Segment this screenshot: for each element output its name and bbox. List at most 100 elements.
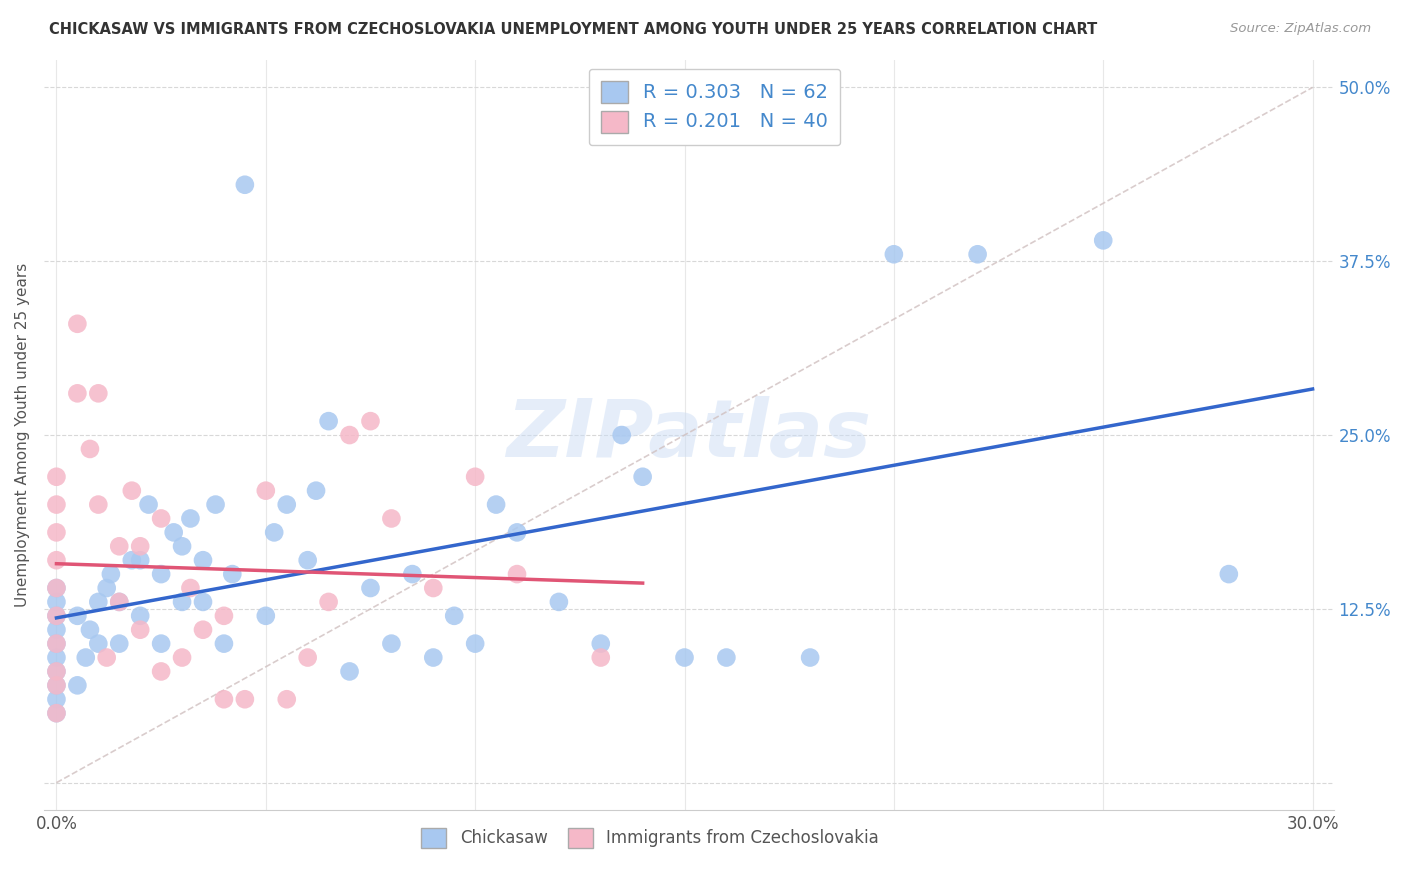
Point (150, 567, 173, 582)
Point (276, 692, 298, 706)
Point (464, 637, 486, 651)
Point (45, 581, 67, 595)
Point (966, 247, 988, 261)
Point (138, 498, 160, 512)
Point (108, 637, 131, 651)
Point (45, 595, 67, 609)
Point (548, 595, 571, 609)
Point (179, 581, 201, 595)
Point (108, 595, 131, 609)
Point (87, 498, 110, 512)
Point (233, 178, 256, 192)
Point (75, 650, 97, 665)
Point (45, 525, 67, 540)
Point (883, 247, 905, 261)
Point (163, 525, 186, 540)
Point (443, 608, 465, 623)
Point (87, 386, 110, 401)
Point (87, 637, 110, 651)
Point (254, 483, 277, 498)
Point (66, 386, 89, 401)
Point (121, 483, 143, 498)
Point (45, 706, 67, 721)
Text: ZIPatlas: ZIPatlas (506, 396, 872, 474)
Point (673, 650, 696, 665)
Point (212, 608, 235, 623)
Point (221, 567, 243, 582)
Point (45, 665, 67, 679)
Point (716, 650, 738, 665)
Point (212, 692, 235, 706)
Point (150, 511, 173, 525)
Point (254, 608, 277, 623)
Point (45, 581, 67, 595)
Point (108, 539, 131, 553)
Point (297, 650, 319, 665)
Point (1092, 233, 1115, 247)
Point (129, 539, 152, 553)
Point (631, 469, 654, 483)
Point (45, 692, 67, 706)
Point (305, 483, 328, 498)
Point (422, 581, 444, 595)
Legend: Chickasaw, Immigrants from Czechoslovakia: Chickasaw, Immigrants from Czechoslovaki… (415, 821, 886, 855)
Point (87, 595, 110, 609)
Point (45, 706, 67, 721)
Point (45, 678, 67, 692)
Point (170, 539, 193, 553)
Point (45, 678, 67, 692)
Text: Source: ZipAtlas.com: Source: ZipAtlas.com (1230, 22, 1371, 36)
Point (170, 595, 193, 609)
Point (506, 525, 529, 540)
Point (150, 637, 173, 651)
Point (380, 637, 402, 651)
Point (96, 650, 118, 665)
Point (100, 567, 122, 582)
Text: CHICKASAW VS IMMIGRANTS FROM CZECHOSLOVAKIA UNEMPLOYMENT AMONG YOUTH UNDER 25 YE: CHICKASAW VS IMMIGRANTS FROM CZECHOSLOVA… (49, 22, 1098, 37)
Point (360, 414, 382, 428)
Point (339, 665, 361, 679)
Point (45, 608, 67, 623)
Point (191, 623, 214, 637)
Point (45, 637, 67, 651)
Point (360, 581, 382, 595)
Point (45, 553, 67, 567)
Point (589, 637, 612, 651)
Point (45, 498, 67, 512)
Point (233, 692, 256, 706)
Point (129, 623, 152, 637)
Point (45, 650, 67, 665)
Point (121, 553, 143, 567)
Point (380, 511, 402, 525)
Point (318, 595, 340, 609)
Point (129, 553, 152, 567)
Point (45, 608, 67, 623)
Point (589, 650, 612, 665)
Point (108, 595, 131, 609)
Point (66, 678, 89, 692)
Point (96, 581, 118, 595)
Point (422, 650, 444, 665)
Point (79, 442, 101, 456)
Point (212, 637, 235, 651)
Y-axis label: Unemployment Among Youth under 25 years: Unemployment Among Youth under 25 years (15, 263, 30, 607)
Point (276, 498, 298, 512)
Point (66, 608, 89, 623)
Point (79, 623, 101, 637)
Point (66, 317, 89, 331)
Point (485, 498, 508, 512)
Point (191, 553, 214, 567)
Point (170, 650, 193, 665)
Point (45, 469, 67, 483)
Point (179, 511, 201, 525)
Point (263, 525, 285, 540)
Point (464, 469, 486, 483)
Point (204, 498, 226, 512)
Point (45, 623, 67, 637)
Point (150, 665, 173, 679)
Point (339, 428, 361, 442)
Point (45, 665, 67, 679)
Point (610, 428, 633, 442)
Point (799, 650, 821, 665)
Point (129, 608, 152, 623)
